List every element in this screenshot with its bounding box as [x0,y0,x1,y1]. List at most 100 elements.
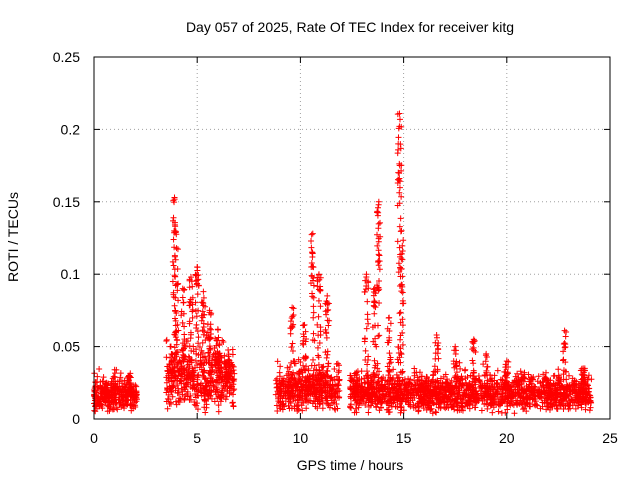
data-point [179,391,186,398]
data-point [369,398,376,405]
data-point [555,391,562,398]
data-point [301,321,308,328]
data-point [554,406,561,413]
data-point [221,360,228,367]
data-point [504,406,511,413]
data-point [202,303,209,310]
data-point [375,287,382,294]
data-point [375,382,382,389]
data-point [103,379,110,386]
data-point [163,379,170,386]
data-point [396,184,403,191]
data-point [200,300,207,307]
data-point [309,254,316,261]
data-point [174,287,181,294]
data-point [458,384,465,391]
data-point [296,371,303,378]
data-point [199,308,206,315]
data-point [588,376,595,383]
data-point [497,376,504,383]
data-point [290,305,297,312]
data-point [185,374,192,381]
data-point [199,349,206,356]
data-point [376,278,383,285]
data-point [309,381,316,388]
data-point [394,388,401,395]
data-point [186,284,193,291]
data-point [194,406,201,413]
data-point [470,336,477,343]
data-point [386,350,393,357]
data-point [371,288,378,295]
data-point [454,407,461,414]
data-point [170,291,177,298]
data-point [198,392,205,399]
data-point [400,407,407,414]
data-point [133,390,140,397]
data-point [458,402,465,409]
data-point [572,389,579,396]
y-tick-label: 0.25 [53,49,80,65]
data-point [424,387,431,394]
data-point [126,372,133,379]
data-point [171,221,178,228]
data-point [170,197,177,204]
data-point [292,377,299,384]
data-point [309,290,316,297]
data-point [567,390,574,397]
data-point [164,405,171,412]
data-point [169,393,176,400]
y-axis-ticks: 0 0.05 0.1 0.15 0.2 0.25 [53,49,610,427]
data-point [191,401,198,408]
data-point [118,385,125,392]
data-point [488,378,495,385]
data-point [231,386,238,393]
data-point [390,399,397,406]
data-point [578,380,585,387]
data-point [470,347,477,354]
data-point [394,150,401,157]
data-point [387,320,394,327]
data-point [207,335,214,342]
data-point [208,326,215,333]
data-point [202,409,209,416]
data-point [310,303,317,310]
data-point [178,308,185,315]
data-point [563,376,570,383]
plot-frame [93,56,611,420]
data-point [380,392,387,399]
data-point [453,402,460,409]
data-point [365,384,372,391]
data-point [317,328,324,335]
data-point [397,359,404,366]
data-point [384,363,391,370]
data-point [186,318,193,325]
data-point [363,282,370,289]
data-point [397,336,404,343]
data-point [324,400,331,407]
data-point [226,385,233,392]
data-point [173,281,180,288]
data-point [416,369,423,376]
data-point [192,272,199,279]
data-point [415,403,422,410]
data-point [178,371,185,378]
data-point [334,388,341,395]
data-point [202,383,209,390]
data-point [353,371,360,378]
data-point [171,253,178,260]
data-point [458,396,465,403]
data-point [372,335,379,342]
data-point [567,405,574,412]
data-point [466,397,473,404]
data-point [466,401,473,408]
data-point [361,288,368,295]
data-point [463,390,470,397]
data-point [119,393,126,400]
data-point [322,378,329,385]
data-point [399,283,406,290]
data-point [190,382,197,389]
data-point [288,344,295,351]
data-point [451,347,458,354]
data-point [450,358,457,365]
